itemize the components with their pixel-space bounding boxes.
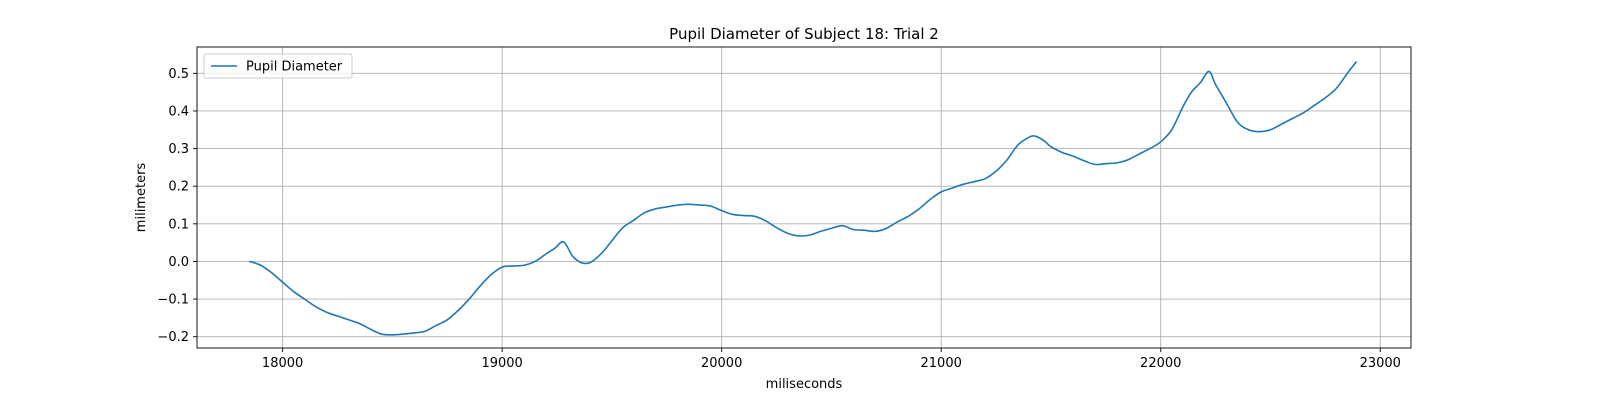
x-tick-label: 22000 bbox=[1140, 356, 1181, 371]
x-tick-label: 23000 bbox=[1360, 356, 1401, 371]
y-axis-label: milimeters bbox=[134, 163, 149, 233]
x-tick-label: 21000 bbox=[921, 356, 962, 371]
grid bbox=[197, 47, 1411, 348]
legend-label-pupil-diameter: Pupil Diameter bbox=[246, 60, 343, 75]
y-tick-label: 0.0 bbox=[168, 255, 189, 270]
y-tick-label: 0.2 bbox=[168, 180, 189, 195]
chart-title: Pupil Diameter of Subject 18: Trial 2 bbox=[669, 25, 939, 43]
y-tick-label: −0.2 bbox=[157, 330, 189, 345]
y-tick-label: 0.1 bbox=[168, 217, 189, 232]
y-tick-label: 0.3 bbox=[168, 142, 189, 157]
legend: Pupil Diameter bbox=[203, 53, 353, 79]
x-tick-label: 18000 bbox=[262, 356, 303, 371]
plot-frame bbox=[196, 46, 1412, 349]
ticks: 18000 19000 20000 21000 22000 23000 −0.2 −0.1 0.… bbox=[157, 67, 1401, 371]
x-axis-label: miliseconds bbox=[766, 377, 843, 392]
series-line-pupil-diameter bbox=[248, 61, 1357, 336]
y-tick-label: 0.4 bbox=[168, 104, 189, 119]
series-layer bbox=[248, 61, 1357, 336]
x-tick-label: 20000 bbox=[701, 356, 742, 371]
x-tick-label: 19000 bbox=[481, 356, 522, 371]
legend-box bbox=[203, 53, 353, 79]
y-tick-label: −0.1 bbox=[157, 293, 189, 308]
y-tick-label: 0.5 bbox=[168, 67, 189, 82]
